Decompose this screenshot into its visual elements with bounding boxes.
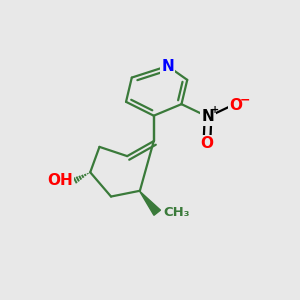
Text: −: − bbox=[240, 94, 250, 107]
Text: O: O bbox=[200, 136, 213, 151]
Polygon shape bbox=[140, 191, 160, 215]
Text: N: N bbox=[161, 58, 174, 74]
Text: O: O bbox=[229, 98, 242, 113]
Text: N: N bbox=[202, 109, 214, 124]
Text: +: + bbox=[211, 105, 219, 116]
Text: OH: OH bbox=[47, 173, 73, 188]
Text: CH₃: CH₃ bbox=[163, 206, 190, 219]
